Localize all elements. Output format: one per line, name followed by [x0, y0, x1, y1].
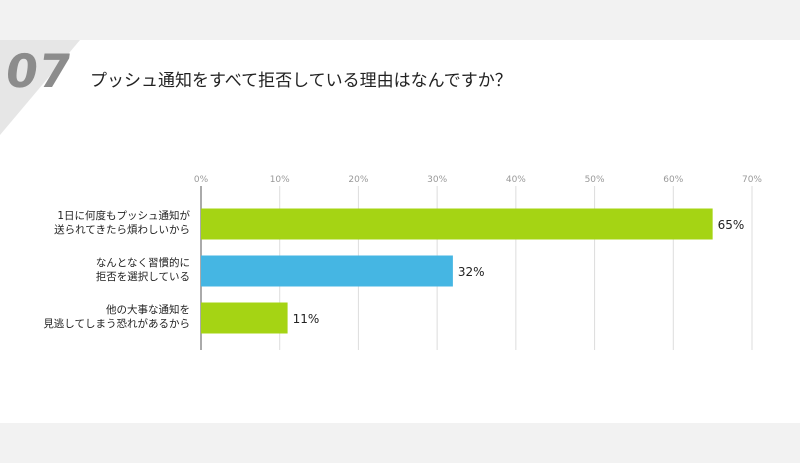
category-label-line: 1日に何度もプッシュ通知が — [57, 209, 190, 222]
bar — [201, 208, 713, 240]
category-label: 他の大事な通知を見逃してしまう恐れがあるから — [43, 303, 190, 330]
x-tick-label: 10% — [270, 175, 290, 185]
value-label: 65% — [718, 218, 745, 232]
x-tick-label: 30% — [427, 175, 447, 185]
category-label-line: 送られてきたら煩わしいから — [54, 223, 190, 236]
bar — [201, 255, 453, 287]
x-tick-label: 40% — [506, 175, 526, 185]
category-label: なんとなく習慣的に拒否を選択している — [96, 256, 190, 283]
category-label-line: 見逃してしまう恐れがあるから — [43, 317, 190, 330]
category-label: 1日に何度もプッシュ通知が送られてきたら煩わしいから — [54, 209, 190, 236]
x-tick-label: 0% — [194, 175, 209, 185]
x-tick-label: 50% — [585, 175, 605, 185]
corner-triangle — [0, 40, 80, 135]
x-tick-label: 70% — [742, 175, 762, 185]
bar — [201, 302, 288, 334]
x-tick-label: 60% — [663, 175, 683, 185]
value-label: 11% — [293, 312, 320, 326]
value-label: 32% — [458, 265, 485, 279]
category-label-line: 拒否を選択している — [96, 270, 190, 283]
category-label-line: 他の大事な通知を — [106, 303, 190, 316]
question-title: プッシュ通知をすべて拒否している理由はなんですか？ — [90, 71, 512, 91]
category-label-line: なんとなく習慣的に — [96, 256, 190, 269]
x-tick-label: 20% — [348, 175, 368, 185]
